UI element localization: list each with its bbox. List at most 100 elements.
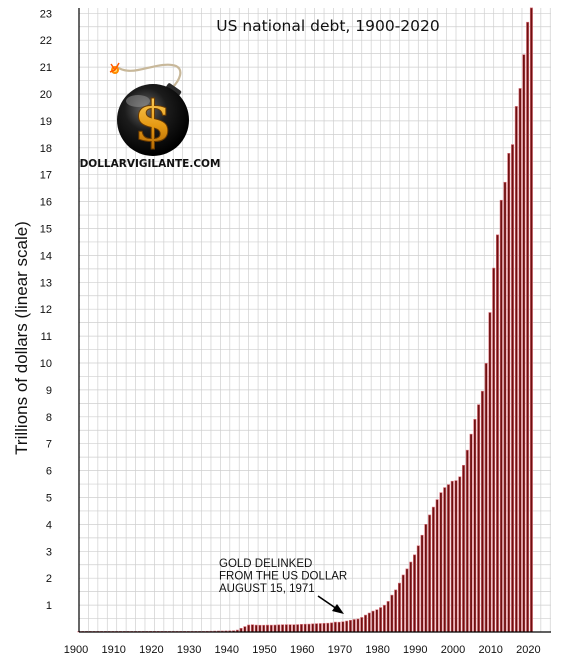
bar-1957	[292, 624, 296, 633]
x-tick-label: 1900	[64, 644, 88, 656]
bar-1959	[299, 624, 303, 633]
bar-2011	[496, 234, 499, 633]
y-tick-label: 1	[46, 600, 52, 612]
x-tick-label: 1950	[252, 644, 276, 656]
bar-1995	[435, 499, 439, 633]
bar-2015	[511, 144, 515, 633]
bar-2012	[499, 199, 503, 633]
y-tick-label: 7	[46, 439, 52, 451]
bar-2005	[473, 419, 477, 633]
annotation-line: GOLD DELINKED	[219, 558, 312, 570]
x-tick-label: 1920	[139, 644, 163, 656]
bar-1953	[277, 624, 281, 633]
bar-2004	[469, 433, 473, 633]
x-tick-label: 2020	[516, 644, 540, 656]
bar-2020	[529, 7, 533, 633]
bar-1992	[424, 524, 428, 633]
y-tick-label: 9	[46, 385, 52, 397]
logo: $ DOLLARVIGILANTE.COM	[80, 62, 220, 170]
annotation-line: FROM THE US DOLLAR	[219, 571, 347, 583]
y-tick-label: 18	[40, 143, 52, 155]
axes	[78, 8, 551, 633]
bar-2008	[484, 363, 488, 633]
bar-1977	[367, 612, 371, 633]
bar-1983	[390, 594, 394, 633]
bar-1947	[254, 624, 258, 633]
bar-1997	[443, 487, 447, 633]
bar-1970	[341, 621, 345, 633]
bar-1988	[409, 561, 413, 633]
bar-1975	[360, 617, 364, 633]
bar-1972	[348, 619, 352, 633]
bar-1946	[250, 624, 254, 633]
y-tick-label: 8	[46, 412, 52, 424]
y-tick-label: 15	[40, 224, 52, 236]
bar-2014	[507, 153, 511, 633]
y-tick-label: 20	[40, 89, 52, 101]
bar-1985	[397, 582, 401, 633]
y-tick-label: 14	[40, 250, 52, 262]
y-tick-label: 11	[41, 331, 52, 343]
y-tick-label: 6	[46, 466, 52, 478]
bar-1949	[262, 624, 266, 633]
x-tick-label: 1930	[177, 644, 201, 656]
annotation-line: AUGUST 15, 1971	[219, 583, 315, 595]
bar-2006	[477, 404, 481, 633]
x-tick-label: 1910	[101, 644, 125, 656]
bar-1993	[428, 514, 432, 633]
bar-1978	[371, 610, 375, 633]
bar-1966	[326, 622, 330, 633]
annotation-gold-delinked: GOLD DELINKED FROM THE US DOLLAR AUGUST 15…	[219, 558, 347, 614]
y-tick-label: 19	[40, 116, 52, 128]
bar-2001	[458, 476, 462, 633]
y-tick-label: 17	[40, 170, 52, 182]
x-tick-label: 2000	[441, 644, 465, 656]
x-tick-label: 1970	[328, 644, 352, 656]
bar-1987	[405, 568, 409, 633]
bar-1965	[322, 623, 326, 633]
y-tick-label: 10	[40, 358, 52, 370]
y-tick-label: 23	[40, 8, 52, 20]
bar-1948	[258, 624, 262, 633]
bar-1982	[386, 601, 390, 633]
bar-1980	[379, 607, 383, 633]
bar-2018	[522, 54, 526, 633]
bar-2017	[518, 88, 522, 633]
bar-1960	[303, 623, 307, 633]
y-tick-label: 16	[40, 197, 52, 209]
dollar-symbol: $	[134, 89, 173, 155]
bar-2019	[526, 21, 530, 633]
bar-1945	[247, 624, 251, 633]
x-tick-label: 1940	[215, 644, 239, 656]
bar-1969	[337, 621, 341, 633]
bar-1955	[284, 624, 288, 633]
bar-1958	[296, 624, 300, 633]
bar-2010	[492, 267, 496, 633]
annotation-text: GOLD DELINKED FROM THE US DOLLAR AUGUST 15…	[219, 558, 347, 595]
bar-2000	[454, 480, 458, 633]
y-tick-label: 21	[40, 62, 52, 74]
annotation-arrow	[317, 595, 338, 610]
bar-1986	[401, 574, 405, 633]
bomb-icon: $	[109, 62, 189, 156]
bar-1984	[394, 589, 398, 633]
bar-1961	[307, 623, 311, 633]
bar-1944	[243, 626, 247, 633]
bar-2002	[462, 464, 466, 633]
annotation-arrowhead	[332, 604, 344, 614]
bar-1951	[269, 624, 273, 633]
y-tick-label: 2	[46, 573, 52, 585]
bar-1968	[333, 621, 337, 633]
bar-2013	[503, 181, 507, 633]
y-tick-label: 3	[46, 546, 52, 558]
x-tick-label: 1980	[365, 644, 389, 656]
bar-2007	[480, 390, 484, 633]
bar-1974	[356, 618, 360, 633]
y-tick-label: 13	[40, 277, 52, 289]
bar-1990	[416, 545, 420, 633]
x-tick-label: 1960	[290, 644, 314, 656]
bar-2016	[514, 106, 518, 633]
bar-1991	[420, 534, 424, 633]
